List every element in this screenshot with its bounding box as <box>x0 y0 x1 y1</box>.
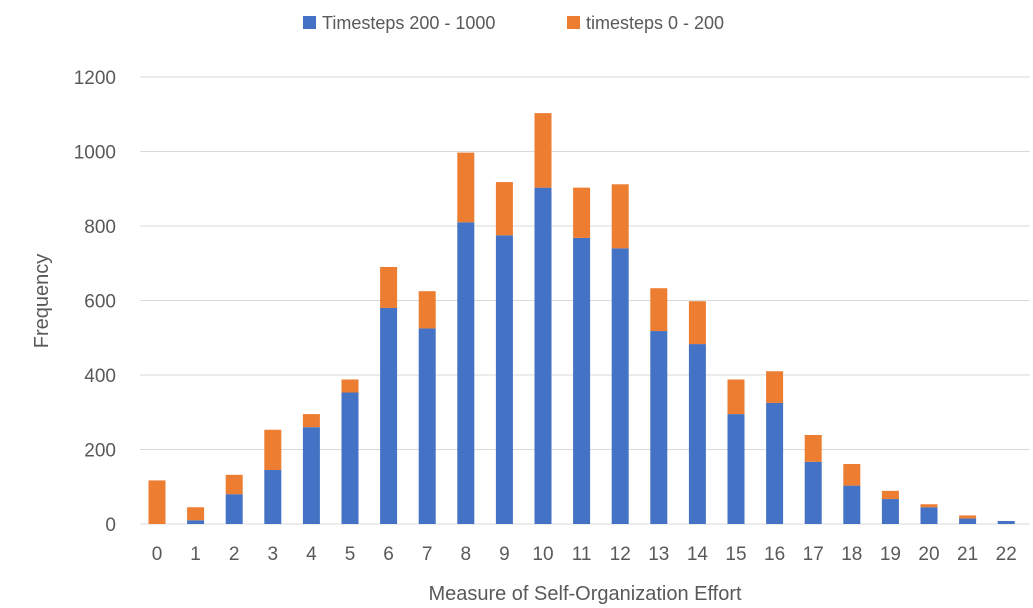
x-tick-label: 0 <box>152 544 163 565</box>
bar-timesteps-200-1000-15 <box>727 414 745 524</box>
bar-timesteps-200-1000-18 <box>843 485 861 524</box>
x-tick-label: 3 <box>268 544 279 565</box>
bar-timesteps-200-1000-11 <box>573 237 591 525</box>
bar-timesteps-200-1000-13 <box>650 331 668 524</box>
bar-timesteps-200-1000-1 <box>187 520 205 524</box>
bar-timesteps-200-1000-16 <box>766 402 784 524</box>
x-tick-label: 7 <box>422 544 433 565</box>
legend-label-timesteps-0-200: timesteps 0 - 200 <box>586 13 724 33</box>
x-tick-label: 13 <box>648 544 669 565</box>
y-tick-label: 400 <box>84 366 116 387</box>
x-tick-label: 10 <box>532 544 553 565</box>
bar-timesteps-0-200-1 <box>187 507 205 521</box>
x-tick-label: 2 <box>229 544 240 565</box>
bar-timesteps-200-1000-5 <box>341 392 359 524</box>
x-tick-label: 5 <box>345 544 356 565</box>
y-tick-label: 200 <box>84 441 116 462</box>
x-tick-label: 16 <box>764 544 785 565</box>
bar-timesteps-0-200-17 <box>804 434 822 462</box>
legend-swatch-timesteps-0-200 <box>567 16 580 29</box>
bar-timesteps-0-200-14 <box>688 301 706 345</box>
bar-timesteps-200-1000-8 <box>457 222 475 524</box>
x-tick-label: 4 <box>306 544 317 565</box>
x-tick-label: 22 <box>996 544 1017 565</box>
bar-timesteps-200-1000-17 <box>804 461 822 524</box>
bar-timesteps-200-1000-22 <box>997 521 1015 524</box>
bar-timesteps-200-1000-6 <box>380 307 398 524</box>
x-axis-title: Measure of Self-Organization Effort <box>428 583 742 605</box>
x-tick-label: 20 <box>918 544 939 565</box>
y-tick-label: 0 <box>105 515 116 536</box>
bar-timesteps-200-1000-10 <box>534 187 552 524</box>
bar-timesteps-0-200-3 <box>264 429 282 470</box>
y-tick-label: 1000 <box>74 143 116 164</box>
x-tick-label: 9 <box>499 544 510 565</box>
bar-timesteps-200-1000-19 <box>881 499 899 524</box>
legend: Timesteps 200 - 1000 timesteps 0 - 200 <box>303 13 724 33</box>
x-tick-label: 14 <box>687 544 709 565</box>
y-tick-label: 600 <box>84 292 116 313</box>
bar-timesteps-200-1000-2 <box>225 494 243 524</box>
bar-timesteps-0-200-5 <box>341 379 359 393</box>
x-tick-label: 15 <box>725 544 746 565</box>
bar-timesteps-0-200-12 <box>611 184 629 249</box>
x-tick-label: 21 <box>957 544 978 565</box>
bar-timesteps-0-200-20 <box>920 504 938 508</box>
legend-label-timesteps-200-1000: Timesteps 200 - 1000 <box>322 13 495 33</box>
y-axis-tick-labels: 0 200 400 600 800 1000 1200 <box>74 68 116 536</box>
bar-timesteps-200-1000-20 <box>920 507 938 524</box>
bar-timesteps-0-200-16 <box>766 371 784 403</box>
x-tick-label: 17 <box>803 544 824 565</box>
y-tick-label: 1200 <box>74 68 116 89</box>
bar-timesteps-200-1000-12 <box>611 248 629 524</box>
bar-timesteps-0-200-6 <box>380 266 398 308</box>
x-tick-label: 11 <box>572 544 592 565</box>
bar-timesteps-0-200-4 <box>302 414 320 428</box>
bar-timesteps-0-200-21 <box>959 515 977 519</box>
bar-timesteps-0-200-18 <box>843 464 861 486</box>
bar-timesteps-200-1000-9 <box>495 235 513 524</box>
x-tick-label: 19 <box>880 544 901 565</box>
bar-timesteps-0-200-11 <box>573 187 591 238</box>
bar-timesteps-200-1000-21 <box>959 518 977 524</box>
bar-timesteps-0-200-7 <box>418 291 436 329</box>
x-tick-label: 18 <box>841 544 862 565</box>
x-tick-label: 12 <box>610 544 631 565</box>
bars <box>148 113 1015 525</box>
x-tick-label: 6 <box>383 544 394 565</box>
bar-timesteps-0-200-0 <box>148 480 166 524</box>
bar-timesteps-200-1000-4 <box>302 427 320 524</box>
bar-timesteps-0-200-8 <box>457 152 475 223</box>
bar-timesteps-200-1000-14 <box>688 344 706 524</box>
bar-timesteps-0-200-10 <box>534 113 552 188</box>
x-tick-label: 1 <box>190 544 201 565</box>
x-axis-tick-labels: 0 1 2 3 4 5 6 7 8 9 10 11 12 13 14 15 16 17 18 19 20 21 22 <box>152 544 1017 565</box>
y-axis-title: Frequency <box>31 254 53 349</box>
bar-timesteps-200-1000-3 <box>264 469 282 524</box>
bar-timesteps-0-200-9 <box>495 182 513 236</box>
bar-timesteps-200-1000-7 <box>418 328 436 524</box>
y-tick-label: 800 <box>84 217 116 238</box>
bar-timesteps-0-200-15 <box>727 379 745 415</box>
legend-swatch-timesteps-200-1000 <box>303 16 316 29</box>
bar-timesteps-0-200-2 <box>225 474 243 495</box>
bar-timesteps-0-200-13 <box>650 288 668 332</box>
x-tick-label: 8 <box>461 544 472 565</box>
bar-timesteps-0-200-19 <box>881 490 899 500</box>
